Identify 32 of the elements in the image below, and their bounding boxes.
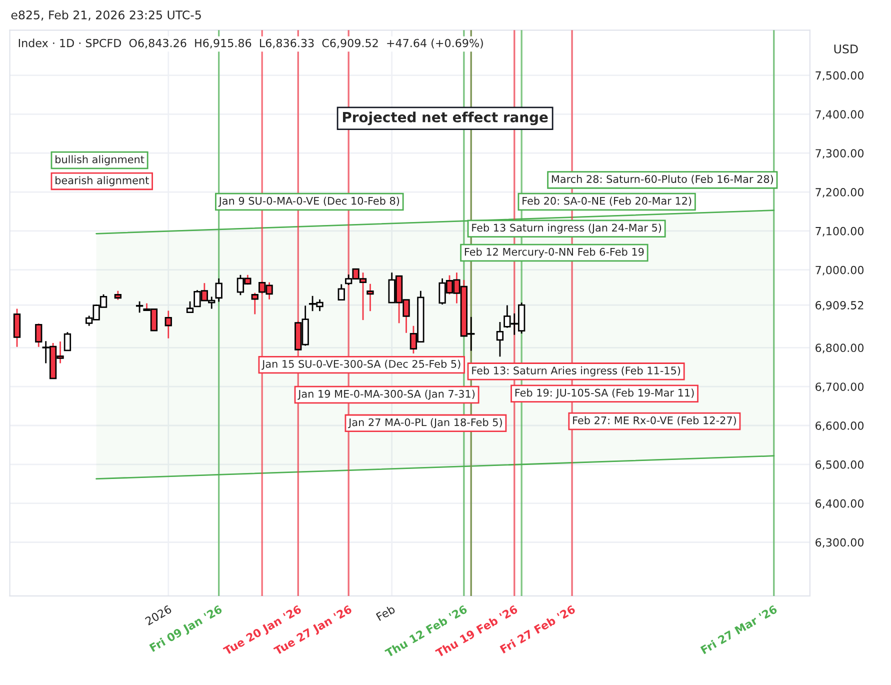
y-tick-label: 7,400.00 — [816, 110, 864, 120]
y-tick-label: 6,400.00 — [816, 499, 864, 509]
y-axis-title: USD — [834, 44, 858, 54]
x-tick-label: Feb — [376, 604, 396, 622]
annotation: Feb 13: Saturn Aries ingress (Feb 11-15) — [472, 366, 680, 376]
annotation: Jan 27 MA-0-PL (Jan 18-Feb 5) — [348, 418, 502, 428]
y-tick-label: 6,800.00 — [816, 344, 864, 354]
annotation: Feb 27: ME Rx-0-VE (Feb 12-27) — [573, 416, 736, 426]
annotation: Projected net effect range — [342, 112, 548, 126]
y-tick-label: 7,000.00 — [816, 266, 864, 276]
annotation: March 28: Saturn-60-Pluto (Feb 16-Mar 28) — [552, 174, 773, 184]
y-tick-label: 7,300.00 — [816, 149, 864, 159]
annotation: Feb 13 Saturn ingress (Jan 24-Mar 5) — [472, 224, 662, 234]
y-tick-label: 6,909.52 — [816, 301, 864, 311]
annotation: Feb 19: JU-105-SA (Feb 19-Mar 11) — [515, 388, 694, 399]
chart-title: e825, Feb 21, 2026 23:25 UTC-5 — [11, 10, 201, 21]
annotation: Jan 9 SU-0-MA-0-VE (Dec 10-Feb 8) — [218, 196, 400, 207]
annotation: Jan 15 SU-0-VE-300-SA (Dec 25-Feb 5) — [262, 360, 460, 370]
annotation: Feb 12 Mercury-0-NN Feb 6-Feb 19 — [464, 248, 644, 258]
annotation: Jan 19 ME-0-MA-300-SA (Jan 7-31) — [298, 390, 475, 400]
annotation: bullish alignment — [56, 155, 144, 166]
y-tick-label: 6,600.00 — [816, 421, 864, 432]
y-tick-label: 6,500.00 — [816, 460, 864, 470]
text: Index · 1D · SPCFD O6,843.26 H6,915.86 L6,836.33 C6,909.52 +47.64 (+0.69%) — [18, 38, 483, 49]
annotation: bearish alignment — [56, 176, 149, 186]
x-tick-label: Fri 27 Mar '26 — [700, 604, 778, 654]
y-tick-label: 6,300.00 — [816, 538, 864, 548]
y-tick-label: 7,500.00 — [816, 71, 864, 81]
y-tick-label: 6,700.00 — [816, 382, 864, 392]
y-tick-label: 7,200.00 — [816, 188, 864, 198]
annotation: Feb 20: SA-0-NE (Feb 20-Mar 12) — [522, 196, 692, 206]
y-tick-label: 7,100.00 — [816, 226, 864, 236]
